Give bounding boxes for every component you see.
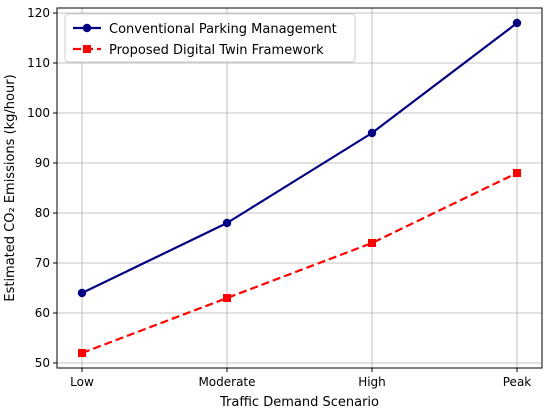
- x-tick-label: Peak: [503, 375, 532, 389]
- y-tick-label: 70: [35, 256, 50, 270]
- y-tick-label: 60: [35, 306, 50, 320]
- legend-label: Conventional Parking Management: [109, 22, 337, 37]
- series-group: [77, 18, 522, 357]
- y-axis-label: Estimated CO₂ Emissions (kg/hour): [3, 74, 18, 301]
- legend-marker: [83, 45, 91, 53]
- legend-item-1: Conventional Parking Management: [73, 22, 337, 37]
- x-tick-label: Moderate: [198, 375, 255, 389]
- y-tick-label: 110: [27, 56, 50, 70]
- y-tick-label: 120: [27, 6, 50, 20]
- y-tick-label: 80: [35, 206, 50, 220]
- data-point: [367, 128, 377, 138]
- series-line: [81, 172, 518, 355]
- legend-label: Proposed Digital Twin Framework: [109, 43, 324, 58]
- plot-area: [56, 7, 543, 369]
- x-tick-label: Low: [70, 375, 94, 389]
- data-point: [222, 218, 232, 228]
- y-tick-label: 90: [35, 156, 50, 170]
- grid: [57, 8, 542, 368]
- axis-ticks: 50 60 70 80 90 100 110 120 Low Moderate High Peak: [27, 6, 531, 389]
- data-point: [77, 288, 87, 298]
- y-tick-label: 50: [35, 356, 50, 370]
- data-point: [223, 294, 231, 302]
- y-tick-label: 100: [27, 106, 50, 120]
- data-point: [513, 169, 521, 177]
- series-1: [77, 18, 522, 298]
- legend-box: [64, 13, 356, 63]
- data-point: [78, 349, 86, 357]
- x-tick-label: High: [358, 375, 386, 389]
- legend-marker: [82, 23, 92, 33]
- x-axis-label: Traffic Demand Scenario: [219, 395, 379, 410]
- series-line: [81, 22, 518, 294]
- legend-item-2: Proposed Digital Twin Framework: [73, 43, 324, 58]
- series-2: [78, 169, 521, 357]
- legend: Conventional Parking Management Proposed …: [64, 13, 356, 63]
- data-point: [368, 239, 376, 247]
- data-point: [512, 18, 522, 28]
